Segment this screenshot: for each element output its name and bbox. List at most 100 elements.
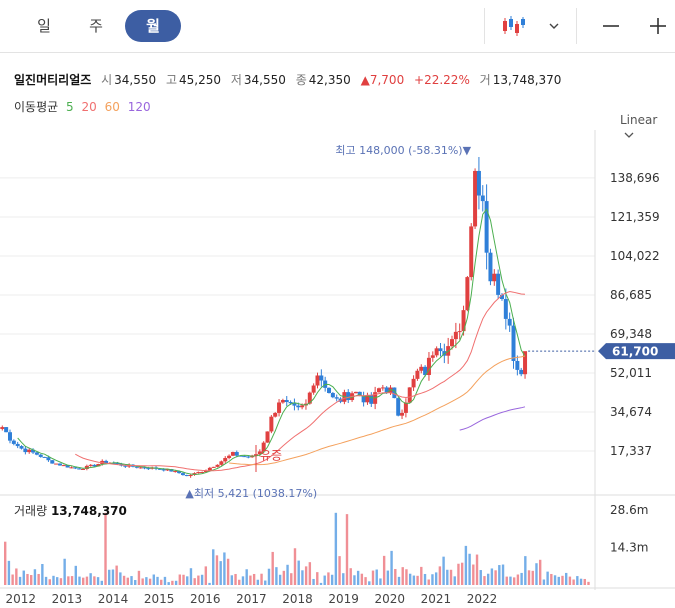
chevron-down-icon[interactable] [544, 10, 564, 42]
x-tick-label: 2016 [190, 592, 221, 606]
volume-bar [423, 573, 427, 585]
x-tick-label: 2012 [5, 592, 36, 606]
candle-body [503, 299, 508, 319]
volume-title-label: 거래량 [14, 504, 48, 518]
volume-bar [505, 576, 508, 585]
candle-body [188, 475, 193, 477]
candle-body [92, 464, 97, 467]
x-tick-label: 2017 [236, 592, 267, 606]
volume-bar [308, 562, 312, 585]
candle-body [430, 355, 435, 358]
candle-body [234, 452, 239, 456]
candle-body [292, 403, 297, 406]
volume-bar [557, 576, 560, 585]
ma-line-60 [229, 355, 526, 466]
candle-body [492, 273, 497, 282]
volume-bar [460, 562, 464, 585]
volume-bar [301, 570, 304, 585]
y-tick-label: 34,674 [610, 405, 652, 419]
y-tick-label: 86,685 [610, 288, 652, 302]
scale-selector[interactable]: Linear [620, 113, 675, 141]
volume-bar [178, 574, 182, 585]
volume-bar [553, 575, 557, 585]
volume-tick-label: 28.6m [610, 503, 648, 517]
y-tick-label: 17,337 [610, 444, 652, 458]
x-tick-label: 2018 [282, 592, 313, 606]
volume-bar [375, 569, 378, 585]
volume-bar [431, 574, 434, 585]
stock-name: 일진머티리얼즈 [14, 73, 92, 87]
candle-body [499, 294, 504, 300]
volume-bar [397, 576, 401, 585]
volume-label: 거 [479, 73, 491, 87]
volume-bar [182, 574, 185, 585]
candle-body [396, 398, 401, 416]
tab-week[interactable]: 주 [89, 17, 103, 35]
volume-bar [59, 578, 63, 585]
candle-body [400, 412, 405, 416]
plus-icon[interactable] [645, 10, 671, 42]
candle-body [496, 273, 501, 295]
price-summary: 일진머티리얼즈 시 34,550 고 45,250 저 34,550 종 42,350 … [14, 71, 567, 88]
candle-body [277, 402, 282, 413]
volume-bar [275, 567, 278, 585]
candle-body [511, 325, 516, 361]
volume-bar [368, 581, 371, 585]
volume-bar [572, 579, 575, 585]
candle-body [411, 378, 416, 388]
volume-bar [316, 572, 319, 585]
volume-bar [189, 568, 193, 585]
volume-bar [360, 573, 364, 585]
candle-body [157, 468, 162, 470]
up-triangle-icon: ▲ [360, 73, 370, 87]
candle-body [507, 318, 512, 326]
rights-issue-label: 유증 [260, 449, 282, 463]
volume-bar [22, 570, 25, 585]
candle-body [161, 469, 166, 471]
ma5-legend[interactable]: 5 [66, 100, 74, 114]
volume-bar [70, 576, 74, 585]
volume-bar [342, 573, 345, 585]
volume-bar [137, 570, 141, 585]
volume-bar [37, 573, 40, 585]
price-chart[interactable]: 17,337 34,674 52,011 69,348 86,685 104,022 121… [0, 130, 675, 608]
candle-body [450, 339, 455, 347]
tab-month[interactable]: 월 [125, 10, 181, 42]
volume-bar [223, 552, 226, 585]
volume-bar [579, 578, 583, 585]
ma120-legend[interactable]: 120 [127, 100, 151, 114]
volume-bar [457, 563, 460, 585]
high-value: 45,250 [179, 73, 222, 87]
volume-bar [416, 575, 419, 585]
volume-bar [520, 572, 523, 585]
candle-body [488, 252, 493, 282]
y-tick-label: 104,022 [610, 249, 660, 263]
volume-bar [327, 572, 330, 585]
ma60-legend[interactable]: 60 [104, 100, 120, 114]
candle-body [38, 454, 43, 457]
volume-bar [330, 574, 334, 585]
volume-tick-label: 14.3m [610, 540, 648, 554]
minus-icon[interactable] [598, 10, 624, 42]
volume-bar [89, 573, 92, 585]
volume-bar [93, 576, 96, 585]
candlestick-icon[interactable] [496, 10, 532, 42]
volume-bar [290, 573, 293, 585]
volume-bar [498, 565, 501, 585]
volume-bar [453, 576, 456, 585]
chevron-down-icon [624, 132, 634, 138]
volume-bar [312, 578, 315, 585]
volume-bar [30, 575, 33, 585]
candle-body [223, 458, 228, 462]
volume-bar [148, 578, 152, 585]
close-label: 종 [295, 73, 307, 87]
x-tick-label: 2019 [328, 592, 359, 606]
volume-bar [468, 553, 471, 585]
candle-body [134, 466, 139, 468]
ma20-legend[interactable]: 20 [81, 100, 97, 114]
volume-bar [512, 577, 516, 585]
candle-body [50, 460, 55, 464]
candle-body [84, 465, 89, 469]
volume-bar [171, 580, 174, 585]
tab-day[interactable]: 일 [37, 17, 51, 35]
